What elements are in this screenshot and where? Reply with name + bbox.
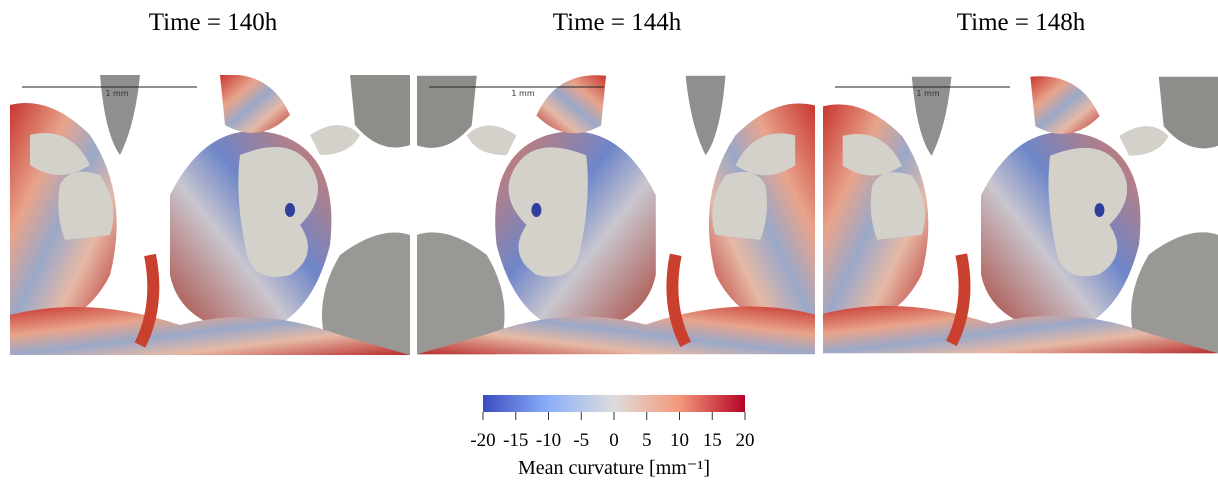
scale-label: 1 mm: [105, 89, 128, 98]
scale-label: 1 mm: [916, 89, 939, 98]
tick-label: 20: [736, 430, 755, 451]
scale-label: 1 mm: [511, 89, 534, 98]
colorbar-gradient: [483, 395, 745, 412]
tick-label: -15: [503, 430, 528, 451]
tick-label: 0: [609, 430, 619, 451]
colorbar: Mean curvature [mm⁻¹] -20 -15 -10 -5 0 5 10 15 2…: [470, 395, 755, 479]
panel-title: Time = 144h: [553, 9, 682, 36]
panel: Time = 144h 1 mm: [417, 9, 815, 354]
tick-label: 10: [670, 430, 689, 451]
tick-label: -10: [536, 430, 561, 451]
colorbar-label: Mean curvature [mm⁻¹]: [518, 457, 710, 479]
tick-label: -5: [573, 430, 589, 451]
tick-label: 15: [703, 430, 722, 451]
panel-title: Time = 140h: [149, 9, 278, 36]
tick-label: 5: [642, 430, 652, 451]
panel: Time = 148h 1 mm: [823, 9, 1218, 353]
panel: Time = 140h 1 mm: [10, 9, 410, 355]
tick-label: -20: [470, 430, 495, 451]
panel-title: Time = 148h: [957, 9, 1086, 36]
